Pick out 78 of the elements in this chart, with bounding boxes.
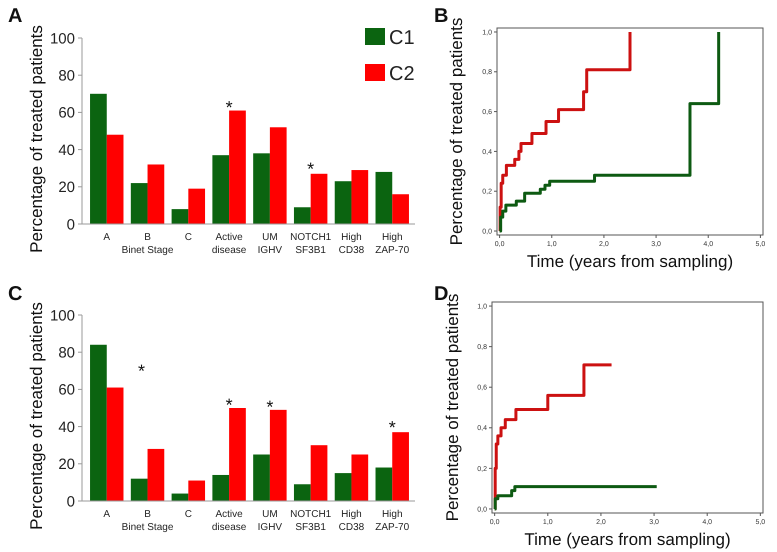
- y-tick-label: 0: [66, 493, 75, 510]
- bar: [172, 494, 188, 501]
- x-tick-label: High ZAP-70: [375, 509, 410, 533]
- annotation: *: [226, 98, 233, 118]
- x-tick-label: High CD38: [338, 509, 365, 533]
- y-axis-title: Percentage of treated patients: [27, 302, 46, 530]
- legend-label: C1: [389, 27, 415, 49]
- bar: [90, 94, 107, 224]
- bar: [294, 484, 311, 501]
- bar: [334, 473, 352, 501]
- bar: [351, 454, 368, 501]
- x-axis-title: Time (years from sampling): [524, 530, 731, 549]
- x-tick-label: NOTCH1 SF3B1: [290, 509, 332, 533]
- annotation: *: [266, 397, 274, 417]
- x-tick-label: B: [144, 509, 152, 520]
- text: Binet Stage: [122, 522, 174, 533]
- bar: [212, 474, 230, 501]
- bar: [130, 183, 148, 224]
- bar: [253, 153, 270, 224]
- y-tick-label: 20: [58, 179, 75, 196]
- chart-title: B: [434, 5, 448, 27]
- bar: [351, 170, 368, 224]
- bar: [310, 445, 328, 501]
- bar: [106, 134, 124, 224]
- bar: [392, 194, 409, 224]
- x-tick-label: Active disease: [212, 509, 247, 533]
- bar: [188, 480, 206, 501]
- bar: [270, 127, 287, 224]
- text: Binet Stage: [122, 245, 174, 256]
- bar: [148, 448, 164, 501]
- y-tick-label: 60: [58, 382, 75, 399]
- bar: [253, 454, 270, 501]
- bar: [392, 432, 409, 501]
- bar: [106, 388, 124, 501]
- annotation: *: [388, 417, 396, 438]
- bar: [229, 408, 246, 501]
- bar: [270, 410, 287, 501]
- y-axis-title: Percentage of treated patients: [27, 25, 46, 253]
- bar: [310, 174, 328, 224]
- y-tick-label: 100: [50, 307, 75, 324]
- chart-title: A: [8, 5, 22, 27]
- y-tick-label: 0: [66, 216, 75, 234]
- y-tick-label: 80: [58, 67, 75, 84]
- y-tick-label: 80: [58, 344, 75, 362]
- bar: [376, 172, 392, 224]
- x-tick-label: UM IGHV: [258, 509, 282, 533]
- chart-title: C: [8, 283, 22, 305]
- legend-label: C2: [389, 63, 415, 85]
- x-tick-label: C: [184, 509, 192, 520]
- x-tick-label: A: [103, 509, 110, 520]
- y-axis-title: Percentage of treated patients: [447, 18, 466, 246]
- bar: [90, 344, 107, 501]
- bar: [212, 155, 230, 224]
- y-tick-label: 40: [58, 418, 75, 436]
- bar: [130, 478, 148, 501]
- bar: [188, 188, 206, 224]
- x-tick-label: High ZAP-70: [375, 232, 410, 256]
- annotation: *: [226, 395, 233, 416]
- x-axis-title: Time (years from sampling): [526, 252, 734, 271]
- bar: [172, 209, 188, 224]
- bar: [334, 181, 352, 224]
- x-tick-label: Active disease: [212, 232, 247, 256]
- annotation: *: [138, 360, 146, 381]
- bar: [229, 110, 246, 224]
- x-tick-label: High CD38: [338, 232, 365, 256]
- annotation: *: [307, 159, 314, 180]
- bar: [376, 468, 392, 501]
- y-tick-label: 40: [58, 142, 75, 159]
- x-tick-label: A: [103, 232, 110, 243]
- x-tick-label: UM IGHV: [258, 232, 282, 256]
- y-tick-label: 60: [58, 104, 75, 122]
- bar: [148, 164, 164, 224]
- y-tick-label: 100: [50, 30, 75, 48]
- bar: [294, 207, 311, 224]
- x-tick-label: NOTCH1 SF3B1: [290, 232, 332, 256]
- x-tick-label: B: [144, 232, 152, 243]
- x-tick-label: C: [184, 232, 192, 243]
- y-tick-label: 20: [58, 456, 75, 474]
